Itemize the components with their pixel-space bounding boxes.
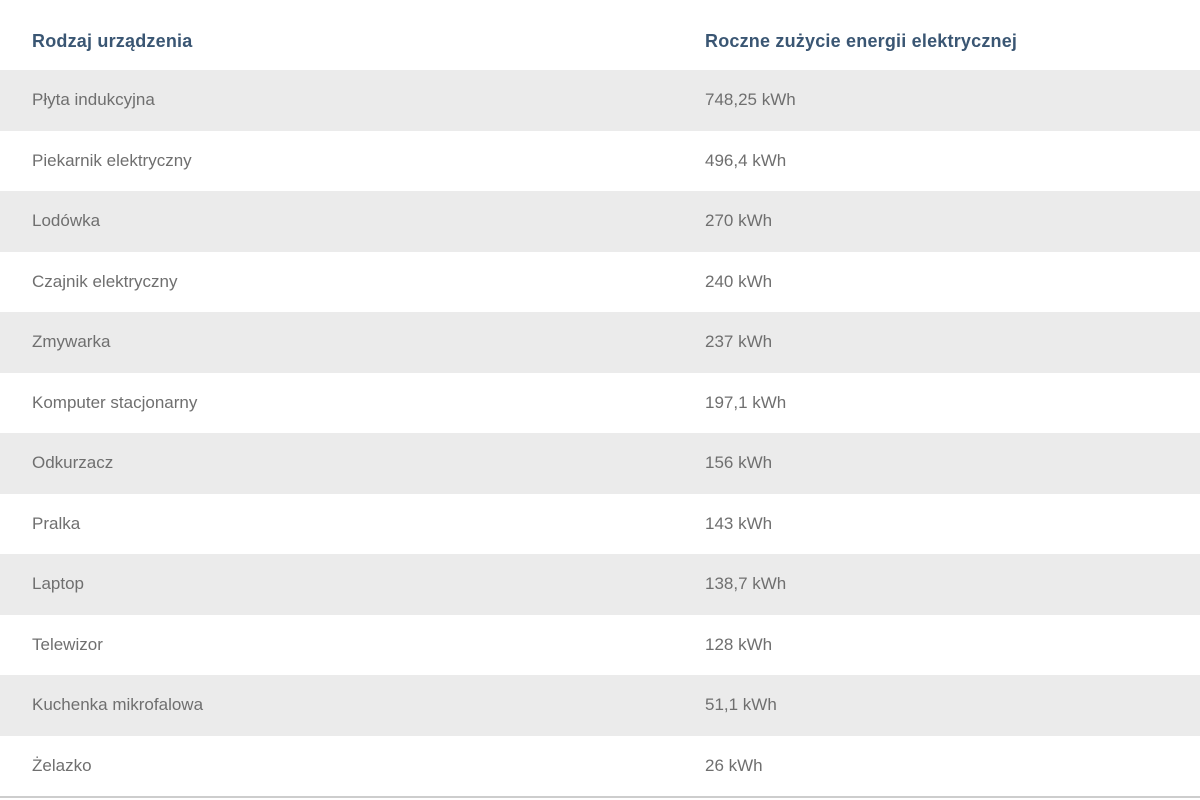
table-row: Piekarnik elektryczny 496,4 kWh xyxy=(0,130,1200,191)
device-name-cell: Pralka xyxy=(32,513,81,533)
column-header-energy: Roczne zużycie energii elektrycznej xyxy=(705,30,1018,51)
device-name-cell: Czajnik elektryczny xyxy=(32,271,178,291)
energy-value-cell: 197,1 kWh xyxy=(705,392,787,412)
energy-value-cell: 270 kWh xyxy=(705,211,773,231)
table-body: Płyta indukcyjna 748,25 kWh Piekarnik el… xyxy=(0,70,1200,798)
device-name-cell: Telewizor xyxy=(32,634,103,654)
table-row: Telewizor 128 kWh xyxy=(0,614,1200,675)
energy-value-cell: 143 kWh xyxy=(705,513,773,533)
device-name-cell: Odkurzacz xyxy=(32,453,114,473)
device-name-cell: Kuchenka mikrofalowa xyxy=(32,695,204,715)
table-row: Zmywarka 237 kWh xyxy=(0,312,1200,373)
column-header-device: Rodzaj urządzenia xyxy=(32,30,193,51)
table-row: Płyta indukcyjna 748,25 kWh xyxy=(0,70,1200,131)
energy-value-cell: 496,4 kWh xyxy=(705,150,787,170)
device-name-cell: Lodówka xyxy=(32,211,101,231)
table-row: Komputer stacjonarny 197,1 kWh xyxy=(0,372,1200,433)
energy-value-cell: 156 kWh xyxy=(705,453,773,473)
table-row: Odkurzacz 156 kWh xyxy=(0,433,1200,494)
device-name-cell: Laptop xyxy=(32,574,84,594)
table-row: Żelazko 26 kWh xyxy=(0,735,1200,796)
device-name-cell: Żelazko xyxy=(32,755,92,775)
energy-value-cell: 237 kWh xyxy=(705,332,773,352)
table-row: Lodówka 270 kWh xyxy=(0,191,1200,252)
energy-value-cell: 748,25 kWh xyxy=(705,90,796,110)
device-name-cell: Komputer stacjonarny xyxy=(32,392,198,412)
table-row: Pralka 143 kWh xyxy=(0,493,1200,554)
device-name-cell: Piekarnik elektryczny xyxy=(32,150,192,170)
energy-value-cell: 138,7 kWh xyxy=(705,574,787,594)
device-name-cell: Płyta indukcyjna xyxy=(32,90,155,110)
table-row: Czajnik elektryczny 240 kWh xyxy=(0,251,1200,312)
table-row: Laptop 138,7 kWh xyxy=(0,554,1200,615)
table-header-row: Rodzaj urządzenia Roczne zużycie energii… xyxy=(0,0,1200,70)
energy-value-cell: 26 kWh xyxy=(705,755,763,775)
energy-value-cell: 51,1 kWh xyxy=(705,695,777,715)
energy-value-cell: 240 kWh xyxy=(705,271,773,291)
table-row: Kuchenka mikrofalowa 51,1 kWh xyxy=(0,675,1200,736)
device-name-cell: Zmywarka xyxy=(32,332,111,352)
energy-value-cell: 128 kWh xyxy=(705,634,773,654)
